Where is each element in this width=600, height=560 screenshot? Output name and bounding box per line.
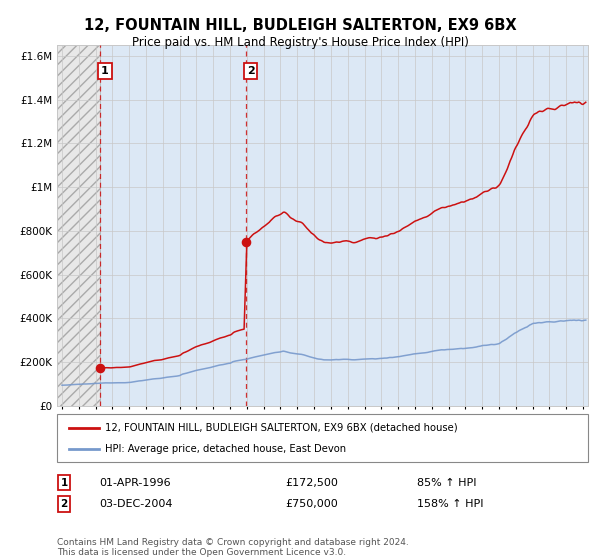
Point (241, 237, 250, 246)
Bar (100, 45, 245, 406)
Text: HPI: Average price, detached house, East Devon: HPI: Average price, detached house, East… (105, 444, 346, 454)
Text: 03-DEC-2004: 03-DEC-2004 (99, 499, 173, 509)
Text: 85% ↑ HPI: 85% ↑ HPI (417, 478, 476, 488)
Point (95, 364, 104, 373)
Text: 01-APR-1996: 01-APR-1996 (99, 478, 170, 488)
Bar (57, 45, 100, 406)
Text: 12, FOUNTAIN HILL, BUDLEIGH SALTERTON, EX9 6BX (detached house): 12, FOUNTAIN HILL, BUDLEIGH SALTERTON, E… (105, 423, 458, 433)
Text: 1: 1 (101, 66, 109, 76)
Text: £750,000: £750,000 (285, 499, 338, 509)
Text: 1: 1 (61, 478, 68, 488)
Text: 2: 2 (247, 66, 254, 76)
Text: 12, FOUNTAIN HILL, BUDLEIGH SALTERTON, EX9 6BX: 12, FOUNTAIN HILL, BUDLEIGH SALTERTON, E… (83, 18, 517, 33)
Text: Price paid vs. HM Land Registry's House Price Index (HPI): Price paid vs. HM Land Registry's House … (131, 36, 469, 49)
Text: 158% ↑ HPI: 158% ↑ HPI (417, 499, 484, 509)
Text: 2: 2 (61, 499, 68, 509)
Text: Contains HM Land Registry data © Crown copyright and database right 2024.
This d: Contains HM Land Registry data © Crown c… (57, 538, 409, 557)
Text: £172,500: £172,500 (285, 478, 338, 488)
